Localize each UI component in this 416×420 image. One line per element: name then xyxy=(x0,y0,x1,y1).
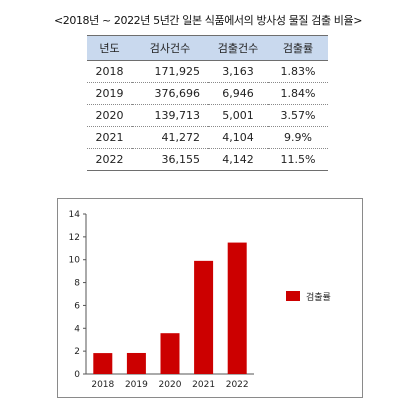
x-tick-label: 2018 xyxy=(91,380,114,390)
y-tick-label: 0 xyxy=(74,370,80,380)
cell-inspections: 139,713 xyxy=(132,104,208,127)
legend-swatch xyxy=(286,291,300,301)
bar xyxy=(160,333,180,374)
table-header-row: 년도 검사건수 검출건수 검출률 xyxy=(87,35,328,61)
cell-detections: 4,142 xyxy=(208,148,268,171)
bar xyxy=(227,242,247,374)
y-tick-label: 2 xyxy=(74,347,80,357)
y-tick-label: 14 xyxy=(69,210,81,220)
y-tick-label: 10 xyxy=(69,256,81,266)
chart-frame: 0 2 4 6 8 10 12 14 2018 2019 2020 2021 2022 검출률 xyxy=(57,198,363,398)
cell-detections: 4,104 xyxy=(208,126,268,149)
cell-rate: 1.83% xyxy=(268,60,328,83)
bar xyxy=(93,353,113,374)
detection-table: 년도 검사건수 검출건수 검출률 2018 171,925 3,163 1.83… xyxy=(87,35,328,171)
table-row: 2021 41,272 4,104 9.9% xyxy=(87,126,328,149)
bar xyxy=(126,352,146,374)
cell-year: 2018 xyxy=(87,60,132,83)
cell-inspections: 171,925 xyxy=(132,60,208,83)
y-tick-label: 6 xyxy=(74,301,80,311)
page-title: <2018년 ~ 2022년 5년간 일본 식품에서의 방사성 물질 검출 비율… xyxy=(53,14,363,27)
table-row: 2019 376,696 6,946 1.84% xyxy=(87,82,328,105)
bar xyxy=(194,260,214,374)
cell-year: 2019 xyxy=(87,82,132,105)
header-detections: 검출건수 xyxy=(208,35,268,61)
header-detection-rate: 검출률 xyxy=(268,35,328,61)
header-inspections: 검사건수 xyxy=(132,35,208,61)
cell-rate: 1.84% xyxy=(268,82,328,105)
table-row: 2018 171,925 3,163 1.83% xyxy=(87,60,328,83)
cell-year: 2021 xyxy=(87,126,132,149)
table-row: 2022 36,155 4,142 11.5% xyxy=(87,148,328,171)
cell-detections: 6,946 xyxy=(208,82,268,105)
cell-year: 2020 xyxy=(87,104,132,127)
cell-year: 2022 xyxy=(87,148,132,171)
x-tick-label: 2021 xyxy=(192,380,215,390)
y-tick-label: 8 xyxy=(74,279,80,289)
cell-rate: 9.9% xyxy=(268,126,328,149)
y-tick-label: 4 xyxy=(74,324,80,334)
detection-rate-bar-chart: 0 2 4 6 8 10 12 14 2018 2019 2020 2021 2022 검출률 xyxy=(69,210,331,390)
cell-rate: 3.57% xyxy=(268,104,328,127)
cell-inspections: 376,696 xyxy=(132,82,208,105)
cell-inspections: 41,272 xyxy=(132,126,208,149)
legend-label: 검출률 xyxy=(306,291,331,303)
x-tick-label: 2022 xyxy=(226,380,249,390)
x-tick-label: 2019 xyxy=(125,380,148,390)
cell-detections: 3,163 xyxy=(208,60,268,83)
cell-rate: 11.5% xyxy=(268,148,328,171)
x-tick-label: 2020 xyxy=(159,380,182,390)
y-tick-label: 12 xyxy=(69,233,80,243)
header-year: 년도 xyxy=(87,35,132,61)
table-row: 2020 139,713 5,001 3.57% xyxy=(87,104,328,127)
cell-detections: 5,001 xyxy=(208,104,268,127)
cell-inspections: 36,155 xyxy=(132,148,208,171)
